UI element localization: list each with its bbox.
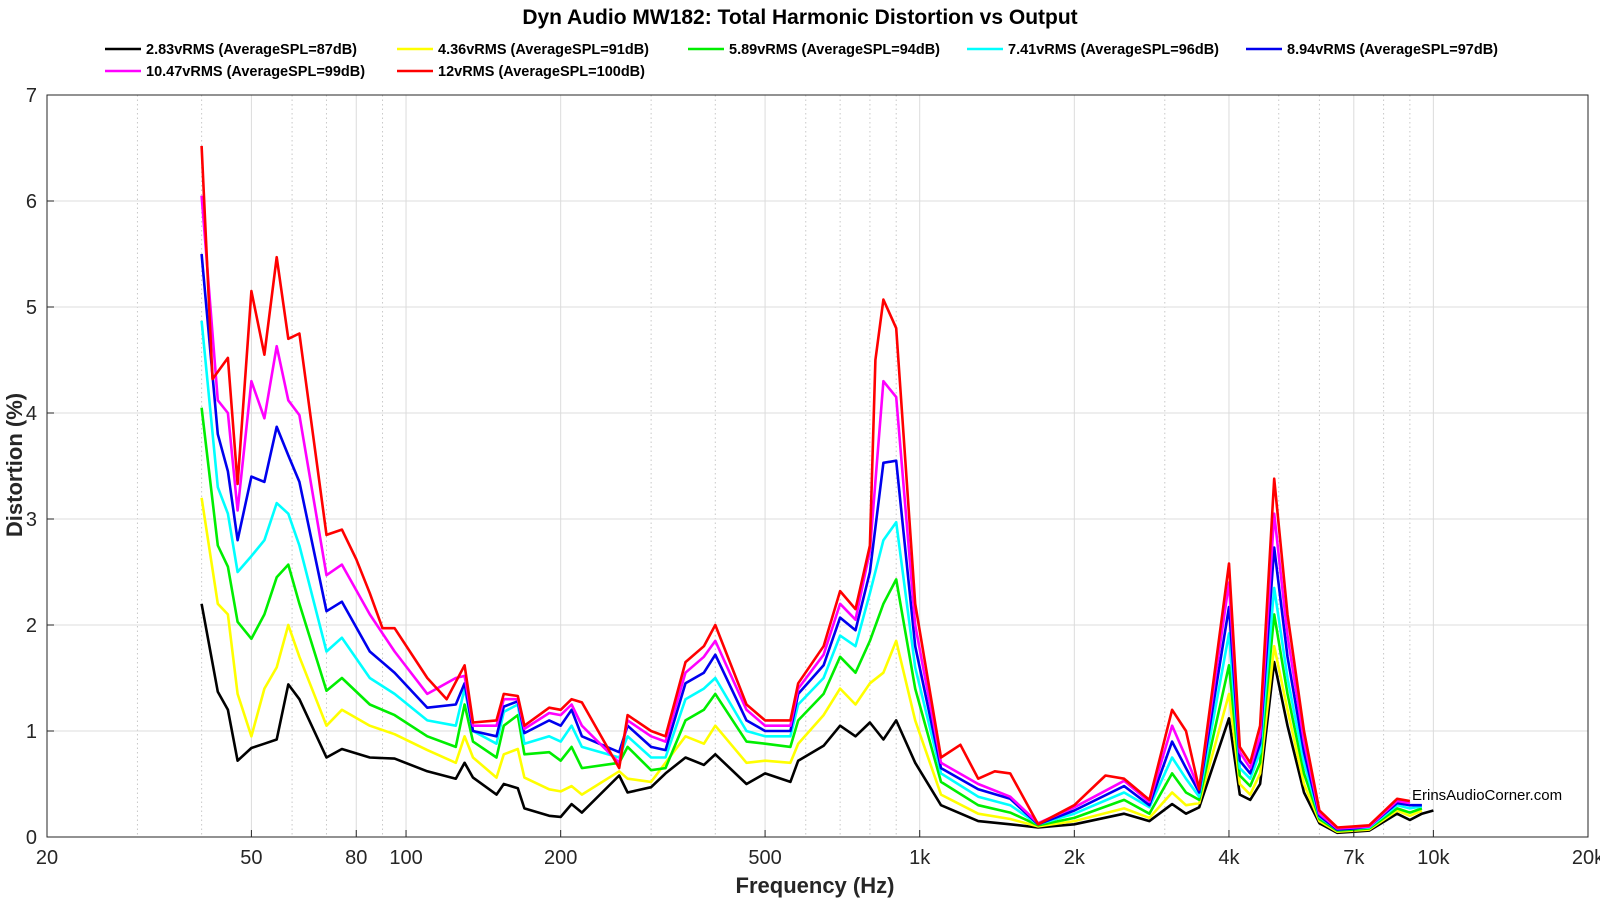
legend-label-7: 12vRMS (AverageSPL=100dB) <box>438 64 645 80</box>
legend-label-5: 8.94vRMS (AverageSPL=97dB) <box>1287 42 1498 58</box>
x-tick-label: 2k <box>1064 847 1086 869</box>
legend-label-1: 2.83vRMS (AverageSPL=87dB) <box>146 42 357 58</box>
x-tick-label: 10k <box>1417 847 1450 869</box>
series-line-1 <box>200 603 1434 835</box>
series-line-7 <box>200 145 1411 829</box>
x-tick-label: 80 <box>345 847 367 869</box>
series-line-3 <box>200 407 1423 832</box>
y-tick-label: 4 <box>26 403 37 425</box>
y-axis-title: Distortion (%) <box>2 393 27 537</box>
series-line-4 <box>200 320 1423 831</box>
y-tick-label: 5 <box>26 297 37 319</box>
watermark-text: ErinsAudioCorner.com <box>1412 787 1562 804</box>
y-tick-label: 3 <box>26 509 37 531</box>
chart-title: Dyn Audio MW182: Total Harmonic Distorti… <box>522 6 1077 29</box>
series-lines <box>200 145 1434 835</box>
legend-label-2: 4.36vRMS (AverageSPL=91dB) <box>438 42 649 58</box>
legend-label-4: 7.41vRMS (AverageSPL=96dB) <box>1008 42 1219 58</box>
x-tick-label: 500 <box>748 847 781 869</box>
x-tick-label: 20 <box>36 847 58 869</box>
x-tick-label: 50 <box>240 847 262 869</box>
plot-frame <box>46 94 1589 838</box>
x-tick-label: 1k <box>909 847 931 869</box>
series-line-5 <box>200 253 1422 831</box>
y-tick-label: 0 <box>26 827 37 849</box>
x-tick-label: 4k <box>1218 847 1240 869</box>
y-tick-label: 1 <box>26 721 37 743</box>
y-tick-label: 6 <box>26 191 37 213</box>
x-axis-title: Frequency (Hz) <box>736 873 895 898</box>
y-tick-label: 2 <box>26 615 37 637</box>
legend-label-6: 10.47vRMS (AverageSPL=99dB) <box>146 64 365 80</box>
x-tick-label: 100 <box>389 847 422 869</box>
axes: 20 50 80 100 200 500 1k 2k 4k 7k 10k 20k 0 1 2 3 4 5 6 7 <box>26 85 1600 869</box>
series-line-2 <box>200 497 1423 833</box>
x-tick-label: 7k <box>1343 847 1365 869</box>
legend-label-3: 5.89vRMS (AverageSPL=94dB) <box>729 42 940 58</box>
x-tick-label: 200 <box>544 847 577 869</box>
legend: 2.83vRMS (AverageSPL=87dB) 4.36vRMS (Aver… <box>105 42 1498 80</box>
series-line-6 <box>200 195 1411 830</box>
y-tick-label: 7 <box>26 85 37 107</box>
x-tick-label: 20k <box>1572 847 1600 869</box>
